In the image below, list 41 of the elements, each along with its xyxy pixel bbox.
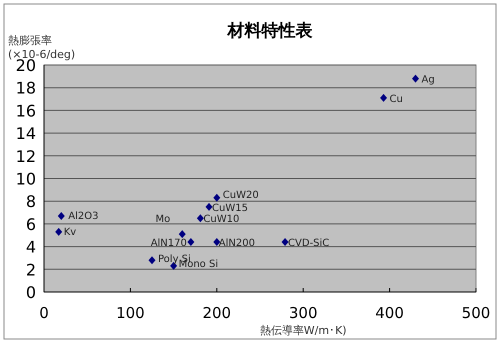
point xyxy=(282,238,289,246)
y-tick-label: 6 xyxy=(26,214,36,234)
point xyxy=(412,74,420,83)
y-tick-label: 0 xyxy=(26,283,36,302)
point xyxy=(55,228,62,236)
point xyxy=(196,214,204,222)
x-tick-label: 200 xyxy=(202,304,232,322)
annotation: CuW15 xyxy=(212,202,248,214)
x-tick-label: 300 xyxy=(288,304,318,322)
point xyxy=(380,94,388,102)
point xyxy=(178,230,186,238)
annotation: Al2O3 xyxy=(68,210,98,222)
x-tick-label: 400 xyxy=(375,304,404,322)
y-tick-label: 8 xyxy=(26,192,36,212)
annotation: AlN170 xyxy=(150,238,187,250)
annotation: CuW20 xyxy=(222,190,259,201)
annotation: Cu xyxy=(390,94,403,105)
y-tick-label: 2 xyxy=(26,260,36,280)
y-tick-label: 16 xyxy=(16,101,36,120)
y-axis-title: 熱膨張率 (×10-6/deg) xyxy=(8,34,76,61)
x-tick-label: 100 xyxy=(116,304,145,322)
y-tick-label: 14 xyxy=(16,124,36,144)
point xyxy=(206,202,213,211)
annotation: Mo xyxy=(155,214,170,226)
x-tick-label: 500 xyxy=(462,304,490,322)
annotation: CVD-SiC xyxy=(288,238,330,250)
point xyxy=(58,212,65,220)
annotation: Ag xyxy=(422,74,435,86)
annotation: AlN200 xyxy=(218,238,255,250)
annotation: Kv xyxy=(64,226,76,238)
y-tick-label: 12 xyxy=(16,146,36,166)
y-tick-label: 18 xyxy=(16,78,36,98)
x-tick-label: 0 xyxy=(39,304,49,322)
annotation: CuW10 xyxy=(203,214,240,226)
y-tick-label: 10 xyxy=(16,170,36,188)
y-tick-label: 4 xyxy=(26,238,36,257)
point xyxy=(187,238,194,246)
point xyxy=(213,194,220,202)
point xyxy=(148,256,156,264)
x-axis-title: 熱伝導率W/m･K) xyxy=(260,324,347,337)
chart-title: 材料特性表 xyxy=(226,21,314,41)
